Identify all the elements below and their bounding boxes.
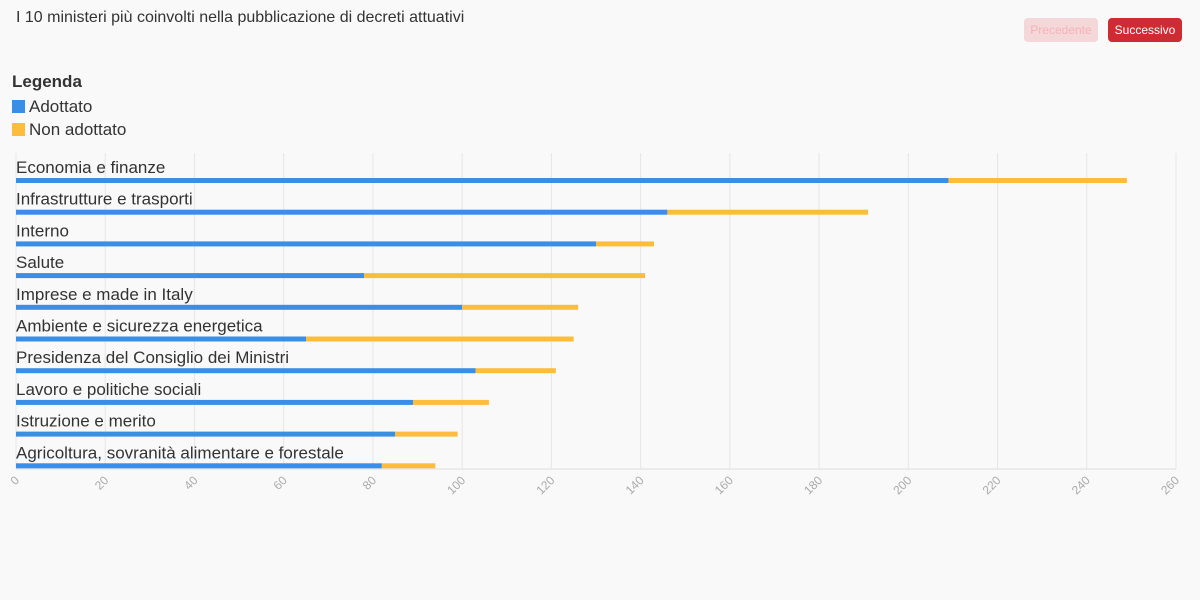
- bar-adottato[interactable]: [16, 209, 668, 215]
- legend-item-non-adottato[interactable]: Non adottato: [12, 118, 126, 141]
- bar-non-adottato[interactable]: [364, 273, 646, 279]
- x-tick-label: 60: [270, 473, 290, 493]
- bar-adottato[interactable]: [16, 463, 382, 469]
- x-tick-label: 120: [533, 473, 557, 497]
- next-button[interactable]: Successivo: [1108, 18, 1182, 42]
- category-label: Lavoro e politiche sociali: [16, 380, 201, 399]
- x-tick-label: 40: [181, 473, 201, 493]
- bar-adottato[interactable]: [16, 273, 364, 279]
- category-label: Economia e finanze: [16, 158, 165, 177]
- legend-label-non-adottato: Non adottato: [29, 119, 127, 139]
- bar-non-adottato[interactable]: [306, 336, 574, 342]
- bar-adottato[interactable]: [16, 399, 414, 405]
- bar-adottato[interactable]: [16, 304, 463, 310]
- chart-title: I 10 ministeri più coinvolti nella pubbl…: [16, 9, 465, 26]
- category-label: Infrastrutture e trasporti: [16, 190, 193, 209]
- legend-title: Legenda: [12, 72, 82, 91]
- x-tick-label: 100: [444, 473, 468, 497]
- bar-non-adottato[interactable]: [475, 368, 556, 374]
- x-tick-label: 260: [1158, 473, 1182, 497]
- category-label: Imprese e made in Italy: [16, 285, 193, 304]
- bar-non-adottato[interactable]: [395, 431, 458, 437]
- category-label: Agricoltura, sovranità alimentare e fore…: [16, 443, 344, 462]
- bar-adottato[interactable]: [16, 336, 306, 342]
- x-tick-label: 140: [623, 473, 647, 497]
- x-tick-label: 180: [801, 473, 825, 497]
- category-label: Ambiente e sicurezza energetica: [16, 317, 263, 336]
- bar-non-adottato[interactable]: [381, 463, 436, 469]
- bar-adottato[interactable]: [16, 431, 396, 437]
- x-tick-label: 200: [890, 473, 914, 497]
- x-tick-label: 80: [360, 473, 380, 493]
- category-label: Istruzione e merito: [16, 412, 156, 431]
- legend-swatch-non-adottato: [12, 123, 25, 136]
- bar-non-adottato[interactable]: [948, 178, 1127, 183]
- previous-button[interactable]: Precedente: [1024, 18, 1098, 42]
- bar-adottato[interactable]: [16, 178, 949, 183]
- legend-item-adottato[interactable]: Adottato: [12, 95, 126, 118]
- x-tick-label: 220: [980, 473, 1004, 497]
- x-tick-label: 0: [7, 473, 22, 488]
- x-tick-label: 20: [92, 473, 112, 493]
- bar-non-adottato[interactable]: [413, 399, 489, 405]
- x-tick-label: 160: [712, 473, 736, 497]
- bar-non-adottato[interactable]: [596, 241, 654, 247]
- category-label: Presidenza del Consiglio dei Ministri: [16, 348, 289, 367]
- category-label: Salute: [16, 253, 64, 272]
- bar-adottato[interactable]: [16, 368, 476, 374]
- x-tick-label: 240: [1069, 473, 1093, 497]
- category-label: Interno: [16, 221, 69, 240]
- bar-non-adottato[interactable]: [667, 209, 869, 215]
- legend: Legenda Adottato Non adottato: [12, 72, 126, 141]
- bar-adottato[interactable]: [16, 241, 596, 247]
- legend-swatch-adottato: [12, 100, 25, 113]
- bar-non-adottato[interactable]: [462, 304, 579, 310]
- legend-label-adottato: Adottato: [29, 96, 93, 116]
